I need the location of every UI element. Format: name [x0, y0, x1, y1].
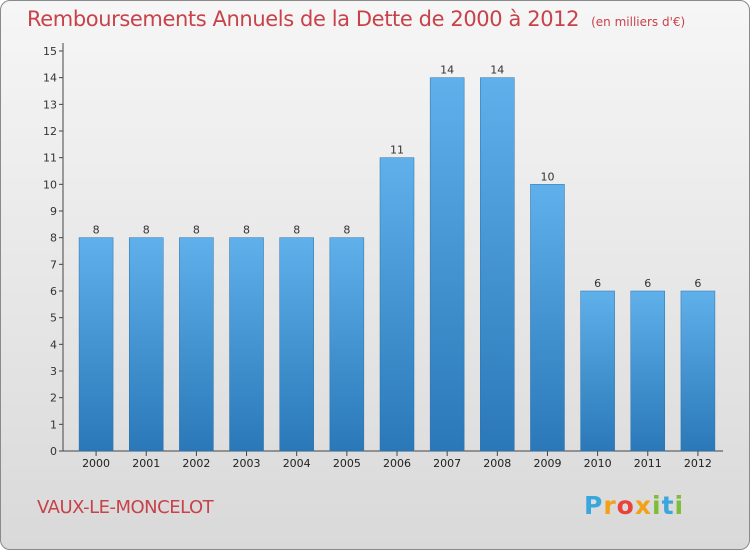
chart-title: Remboursements Annuels de la Dette de 20… — [27, 7, 685, 31]
bar-value-label: 14 — [490, 64, 504, 77]
y-tick-label: 0 — [50, 445, 57, 458]
logo-letter: t — [661, 491, 675, 520]
logo-letter: r — [603, 491, 617, 520]
x-tick-label: 2007 — [433, 457, 461, 470]
place-name: VAUX-LE-MONCELOT — [37, 497, 214, 518]
bar-value-label: 8 — [143, 224, 150, 237]
chart-subtitle: (en milliers d'€) — [591, 15, 686, 29]
y-tick-label: 4 — [50, 338, 57, 351]
bar — [530, 184, 565, 452]
chart-bars — [78, 77, 716, 452]
bar — [480, 77, 515, 452]
x-tick-label: 2011 — [634, 457, 662, 470]
logo-letter: i — [652, 491, 662, 520]
y-tick-label: 6 — [50, 285, 57, 298]
x-tick-label: 2001 — [132, 457, 160, 470]
y-tick-label: 15 — [43, 45, 57, 58]
bar-value-label: 6 — [644, 277, 651, 290]
bar-value-label: 8 — [243, 224, 250, 237]
bar — [279, 237, 314, 452]
x-tick-label: 2004 — [283, 457, 311, 470]
bar — [179, 237, 214, 452]
bar-value-label: 10 — [540, 170, 554, 183]
bar-value-label: 14 — [440, 64, 454, 77]
y-tick-label: 9 — [50, 205, 57, 218]
logo-letter: i — [674, 491, 685, 520]
y-tick-label: 11 — [43, 152, 57, 165]
logo-letter: x — [634, 491, 652, 520]
y-tick-label: 12 — [43, 125, 57, 138]
bar-value-label: 8 — [93, 224, 100, 237]
x-tick-label: 2009 — [533, 457, 561, 470]
y-tick-label: 2 — [50, 392, 57, 405]
y-tick-label: 5 — [50, 312, 57, 325]
bar — [630, 290, 666, 452]
y-tick-label: 10 — [43, 178, 57, 191]
x-tick-label: 2005 — [333, 457, 361, 470]
bar — [429, 77, 465, 452]
logo-letter: o — [616, 491, 635, 520]
y-tick-label: 3 — [50, 365, 57, 378]
x-tick-label: 2010 — [584, 457, 612, 470]
x-tick-label: 2002 — [182, 457, 210, 470]
bar-value-label: 11 — [390, 144, 404, 157]
y-tick-label: 8 — [50, 232, 57, 245]
bar-value-label: 8 — [343, 224, 350, 237]
y-tick-label: 13 — [43, 98, 57, 111]
bar-value-label: 8 — [193, 224, 200, 237]
y-tick-label: 1 — [50, 418, 57, 431]
bar-value-label: 6 — [594, 277, 601, 290]
bar — [229, 237, 264, 452]
y-tick-label: 7 — [50, 258, 57, 271]
bar — [128, 237, 164, 452]
bar — [680, 290, 716, 452]
y-tick-label: 14 — [43, 72, 57, 85]
bar — [580, 290, 615, 452]
x-tick-label: 2003 — [233, 457, 261, 470]
bar-value-label: 8 — [293, 224, 300, 237]
bar-value-label: 6 — [694, 277, 701, 290]
proxiti-logo: Proxiti — [584, 491, 684, 520]
chart-labels: 8 2000 8 2001 8 2002 8 2003 8 2004 8 2005 11 2006 14 20… — [82, 64, 712, 470]
x-tick-label: 2000 — [82, 457, 110, 470]
logo-letter: P — [584, 491, 604, 520]
x-tick-label: 2012 — [684, 457, 712, 470]
x-tick-label: 2008 — [483, 457, 511, 470]
chart-title-text: Remboursements Annuels de la Dette de 20… — [27, 7, 580, 31]
bar — [78, 237, 114, 452]
bar — [329, 237, 365, 452]
bar — [379, 157, 415, 452]
x-tick-label: 2006 — [383, 457, 411, 470]
